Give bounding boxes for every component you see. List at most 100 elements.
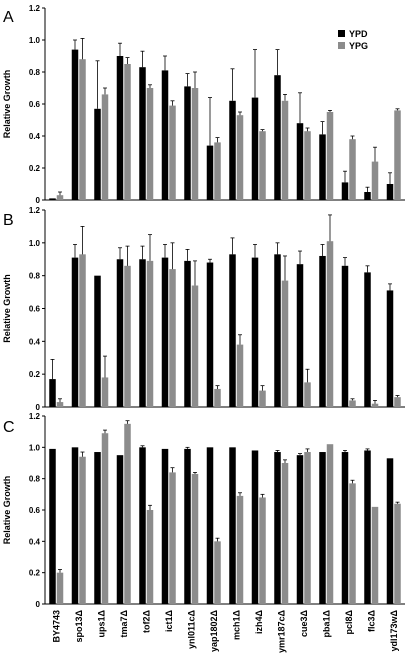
bar-ypd xyxy=(364,272,371,407)
y-tick-label: 0 xyxy=(36,403,41,412)
bar-ypg xyxy=(56,572,64,604)
x-tick-label: ymr187cΔ xyxy=(276,609,286,653)
bar-ypd xyxy=(139,447,146,604)
bar-ypg xyxy=(79,59,86,201)
bar-ypd xyxy=(386,290,394,407)
y-tick-label: 0.6 xyxy=(29,305,41,314)
bar-ypd xyxy=(364,450,371,604)
y-tick-label: 0 xyxy=(36,196,41,205)
bar-ypg xyxy=(214,142,221,200)
bar-ypg xyxy=(281,463,289,604)
panel-label: A xyxy=(3,9,14,26)
bar-ypg xyxy=(304,382,311,407)
y-tick-label: 0.4 xyxy=(29,537,41,546)
y-tick-label: 0.6 xyxy=(29,100,41,109)
bar-ypg xyxy=(79,254,86,407)
bar-ypd xyxy=(341,452,349,604)
bar-ypd xyxy=(229,447,236,604)
bar-ypd xyxy=(229,100,236,200)
bar-ypd xyxy=(341,265,349,407)
bar-ypd xyxy=(139,259,146,407)
y-axis-label: Relative Growth xyxy=(2,70,12,139)
bar-ypg xyxy=(101,433,109,604)
bar-ypd xyxy=(319,134,326,200)
bar-ypg xyxy=(101,94,109,200)
bar-ypd xyxy=(296,455,304,604)
bar-ypg xyxy=(259,131,266,200)
bar-ypg xyxy=(146,88,154,200)
bar-ypg xyxy=(326,241,334,407)
x-tick-label: tof2Δ xyxy=(141,609,151,632)
x-tick-label: cue3Δ xyxy=(299,609,309,637)
panel-c: C Relative Growth 0 0.2 0.4 0.6 0.8 1.0 1.2 BY474… xyxy=(2,412,405,653)
x-tick-label: pcl8Δ xyxy=(344,609,354,634)
bar-ypg xyxy=(124,265,131,407)
bar-ypg xyxy=(371,161,379,200)
bar-ypd xyxy=(274,452,281,604)
bar-ypd xyxy=(319,255,326,407)
bar-ypd xyxy=(71,49,79,200)
y-tick-label: 0.2 xyxy=(29,164,41,173)
bar-ypd xyxy=(161,70,169,201)
x-tick-label: ydl173wΔ xyxy=(389,609,399,651)
x-tick-label: BY4743 xyxy=(51,610,61,643)
bar-ypg xyxy=(146,260,154,407)
bar-ypd xyxy=(184,448,191,604)
bar-ypd xyxy=(386,184,394,200)
bar-ypg xyxy=(169,105,176,200)
y-tick-label: 0.6 xyxy=(29,506,41,515)
bar-ypd xyxy=(364,192,371,200)
panel-a: A Relative Growth 0 0.2 0.4 0.6 0.8 1.0 1.2 YPD YP… xyxy=(2,4,405,205)
bar-ypg xyxy=(56,402,64,407)
bar-ypg xyxy=(326,444,334,604)
y-tick-label: 0.8 xyxy=(29,68,41,77)
bar-ypd xyxy=(49,448,56,604)
x-tick-label: ict1Δ xyxy=(164,609,174,632)
bar-ypd xyxy=(184,86,191,200)
bar-ypg xyxy=(349,139,356,200)
bar-ypd xyxy=(206,145,214,200)
x-tick-label: yap1802Δ xyxy=(209,609,219,652)
y-tick-label: 0.8 xyxy=(29,475,41,484)
bar-ypg xyxy=(371,506,379,604)
bar-ypg xyxy=(304,452,311,604)
bar-ypg xyxy=(394,110,401,200)
bar-ypd xyxy=(49,198,56,200)
y-tick-label: 0.2 xyxy=(29,569,41,578)
bar-ypd xyxy=(296,264,304,407)
bar-ypd xyxy=(71,447,79,604)
bar-ypd xyxy=(71,257,79,407)
bar-ypg xyxy=(191,473,199,604)
bar-ypg xyxy=(214,388,221,407)
bar-ypd xyxy=(251,257,259,407)
y-tick-label: 0.8 xyxy=(29,272,41,281)
bar-ypg xyxy=(304,131,311,200)
x-tick-label: mch1Δ xyxy=(231,609,241,640)
bar-ypd xyxy=(386,458,394,604)
bar-ypg xyxy=(124,423,131,604)
y-tick-label: 0.4 xyxy=(29,132,41,141)
y-tick-label: 1.0 xyxy=(29,239,41,248)
bar-ypg xyxy=(394,503,401,604)
bar-ypd xyxy=(116,259,124,407)
bar-ypg xyxy=(281,100,289,200)
y-axis-label: Relative Growth xyxy=(2,476,12,545)
bar-ypd xyxy=(206,447,214,604)
bar-ypd xyxy=(319,452,326,604)
bar-ypd xyxy=(49,379,56,407)
bar-ypd xyxy=(341,182,349,200)
bar-ypg xyxy=(191,88,199,200)
bar-ypg xyxy=(214,541,221,604)
bar-ypg xyxy=(56,195,64,200)
y-tick-label: 1.2 xyxy=(29,4,41,13)
bar-ypg xyxy=(236,115,244,200)
bar-ypd xyxy=(206,262,214,407)
bar-ypg xyxy=(326,112,334,200)
x-tick-label: pba1Δ xyxy=(321,609,331,637)
bar-ypd xyxy=(296,123,304,200)
bar-ypd xyxy=(161,257,169,407)
x-tick-label: tma7Δ xyxy=(119,609,129,637)
bar-ypd xyxy=(251,97,259,200)
y-tick-label: 1.2 xyxy=(29,206,41,215)
y-tick-label: 1.2 xyxy=(29,412,41,421)
